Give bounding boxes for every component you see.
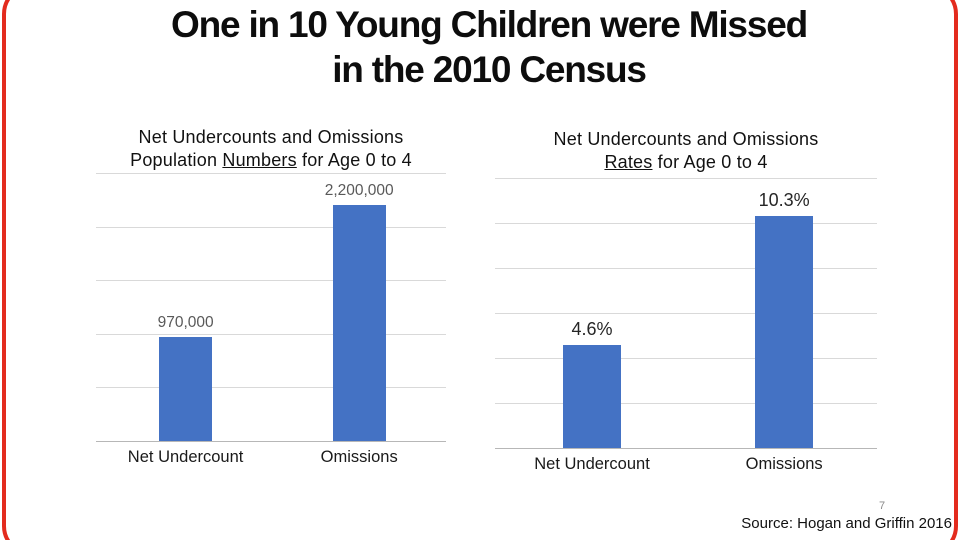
category-label-net-undercount: Net Undercount — [127, 448, 244, 466]
gridline — [495, 268, 877, 269]
chart-title-underlined-word: Numbers — [222, 150, 297, 170]
chart-population-numbers: Net Undercounts and Omissions Population … — [96, 126, 446, 469]
chart-title-line2-suffix: for Age 0 to 4 — [296, 150, 412, 170]
x-axis-line — [96, 441, 446, 442]
gridline — [495, 358, 877, 359]
data-label-omissions: 2,200,000 — [324, 182, 394, 200]
gridline — [96, 280, 446, 282]
plot-area-rates: 4.6% 10.3% — [495, 178, 877, 449]
bar-omissions — [755, 216, 814, 448]
slide-title: One in 10 Young Children were Missed in t… — [0, 2, 960, 92]
chart-title-line1: Net Undercounts and Omissions — [138, 127, 404, 147]
category-axis-rates: Net Undercount Omissions — [495, 448, 877, 476]
gridline — [495, 178, 877, 179]
chart-title-line1: Net Undercounts and Omissions — [553, 129, 819, 149]
chart-title-line2-suffix: for Age 0 to 4 — [652, 152, 768, 172]
gridline — [495, 403, 877, 404]
category-label-omissions: Omissions — [745, 455, 823, 473]
source-citation: Source: Hogan and Griffin 2016 — [741, 515, 952, 532]
data-label-net-undercount: 4.6% — [571, 318, 613, 339]
chart-rates: Net Undercounts and Omissions Rates for A… — [495, 128, 877, 476]
category-label-net-undercount: Net Undercount — [534, 455, 650, 473]
gridline — [96, 333, 446, 335]
slide-title-line2: in the 2010 Census — [332, 49, 647, 90]
bar-omissions — [332, 205, 386, 441]
category-axis-numbers: Net Undercount Omissions — [96, 441, 446, 469]
gridline — [96, 226, 446, 228]
slide-title-line1: One in 10 Young Children were Missed — [171, 4, 808, 45]
gridline — [96, 173, 446, 174]
chart-title-underlined-word: Rates — [604, 152, 653, 172]
chart-title-line2-prefix: Population — [130, 150, 223, 170]
chart-title-numbers: Net Undercounts and Omissions Population … — [96, 126, 446, 173]
page-number: 7 — [879, 500, 886, 512]
chart-title-rates: Net Undercounts and Omissions Rates for A… — [495, 128, 877, 178]
data-label-net-undercount: 970,000 — [157, 314, 214, 332]
gridline — [495, 313, 877, 314]
plot-area-numbers: 970,000 2,200,000 — [96, 173, 446, 442]
gridline — [96, 387, 446, 389]
data-label-omissions: 10.3% — [758, 190, 810, 211]
gridline — [495, 223, 877, 224]
bar-net-undercount — [562, 344, 622, 448]
x-axis-line — [495, 448, 877, 449]
category-label-omissions: Omissions — [320, 448, 398, 466]
bar-net-undercount — [159, 337, 213, 441]
